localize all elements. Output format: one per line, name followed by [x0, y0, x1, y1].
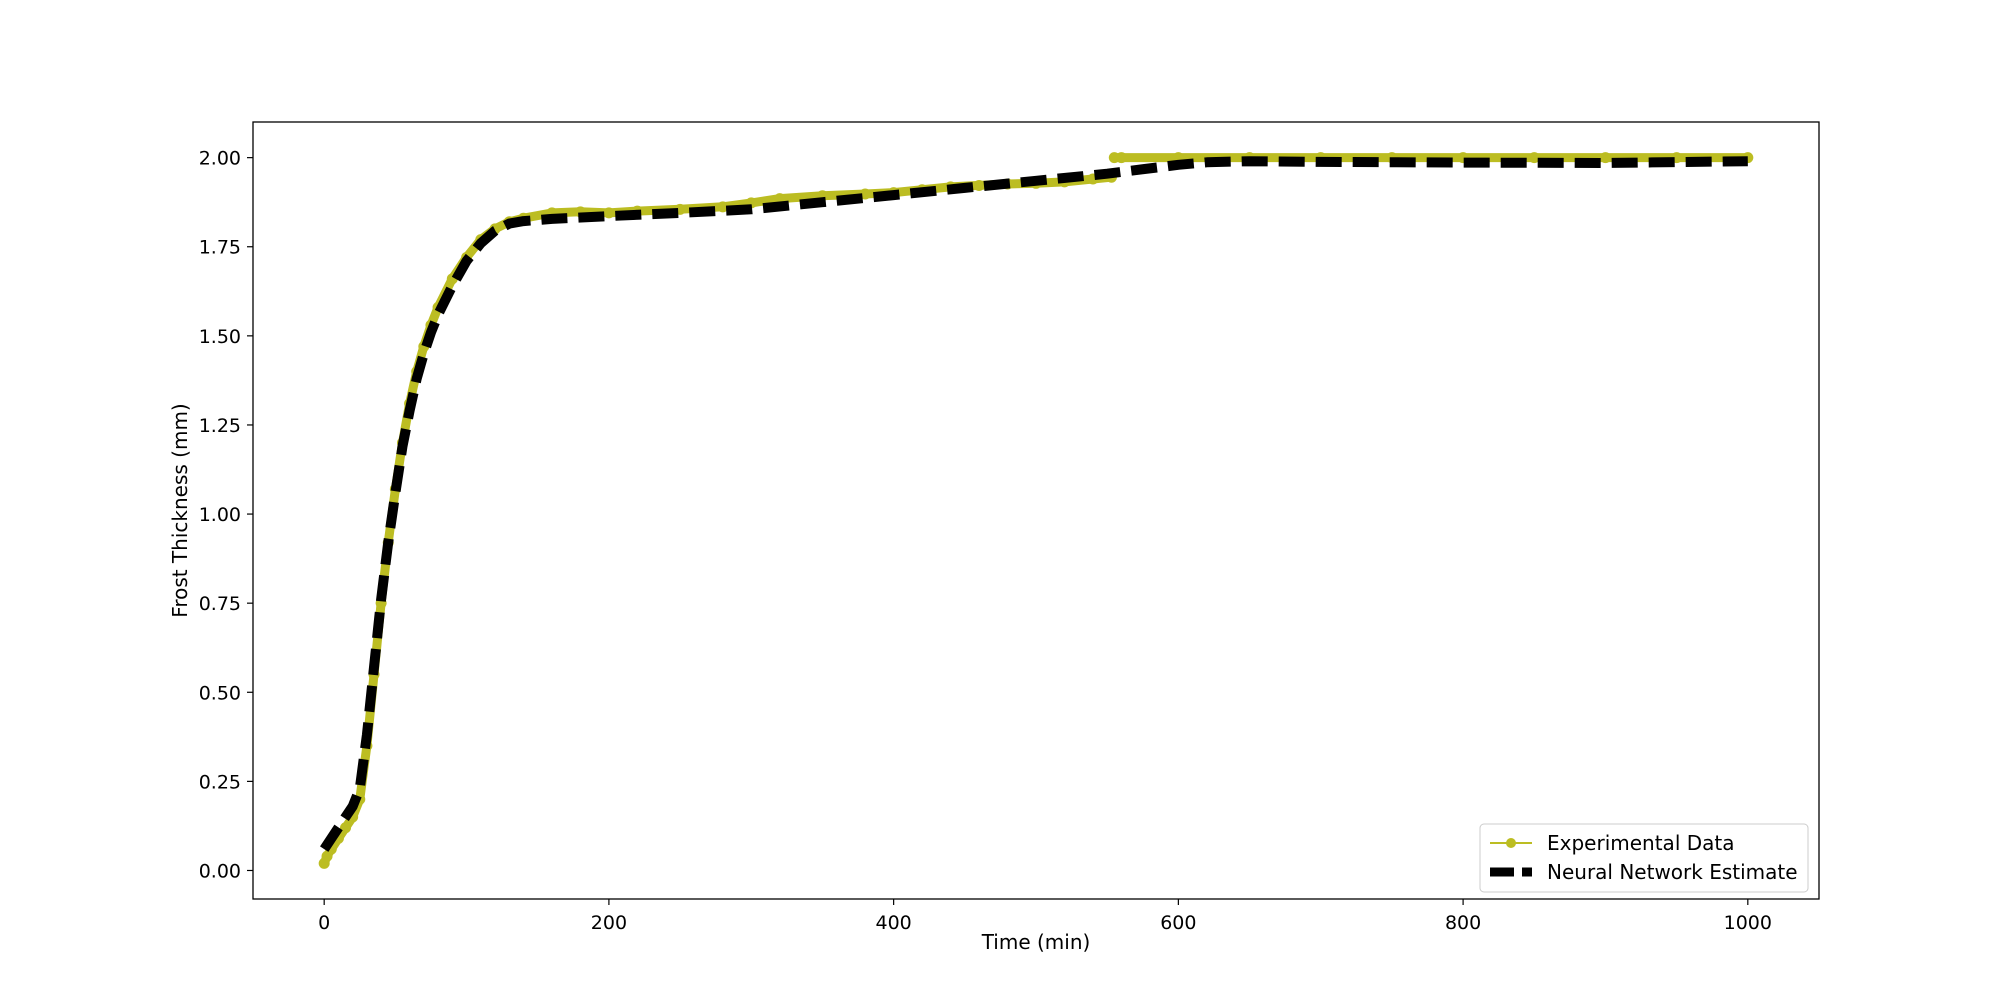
y-axis: 0.00 0.25 0.50 0.75 1.00 1.25 1.50 1.75 2.00: [199, 148, 253, 882]
legend: Experimental Data Neural Network Estimate: [1479, 823, 1809, 893]
y-tick-label: 2.00: [199, 148, 241, 170]
y-tick-label: 0.00: [199, 860, 241, 882]
experimental-data-point: [1528, 152, 1540, 164]
x-tick-label: 800: [1445, 912, 1481, 934]
experimental-data-point: [603, 207, 615, 219]
experimental-data-point: [1599, 152, 1611, 164]
experimental-data-point: [973, 179, 985, 191]
y-tick-label: 0.50: [199, 682, 241, 704]
neural-network-estimate-line: [320, 156, 1748, 852]
x-tick-label: 400: [876, 912, 912, 934]
experimental-data-point: [717, 201, 729, 213]
y-tick-label: 0.75: [199, 593, 241, 615]
legend-swatch-experimental-marker: [1506, 838, 1516, 848]
y-tick-label: 0.25: [199, 771, 241, 793]
y-tick-label: 1.75: [199, 237, 241, 259]
y-tick-label: 1.00: [199, 504, 241, 526]
x-tick-label: 1000: [1724, 912, 1772, 934]
legend-label-experimental: Experimental Data: [1547, 831, 1734, 855]
y-tick-label: 1.25: [199, 415, 241, 437]
y-tick-label: 1.50: [199, 326, 241, 348]
series-layer: [318, 152, 1754, 869]
x-tick-label: 200: [591, 912, 627, 934]
legend-box: [1479, 823, 1809, 893]
x-axis: 0 200 400 600 800 1000: [318, 899, 1772, 934]
experimental-data-line: [319, 172, 1116, 868]
experimental-data-point: [340, 822, 352, 834]
x-tick-label: 0: [318, 912, 330, 934]
y-axis-title: Frost Thickness (mm): [168, 403, 192, 617]
legend-label-neural-network: Neural Network Estimate: [1547, 860, 1798, 884]
plot-area-frame: [252, 121, 1820, 900]
x-axis-title: Time (min): [981, 930, 1091, 954]
x-tick-label: 600: [1160, 912, 1196, 934]
experimental-data-point: [1115, 152, 1127, 164]
